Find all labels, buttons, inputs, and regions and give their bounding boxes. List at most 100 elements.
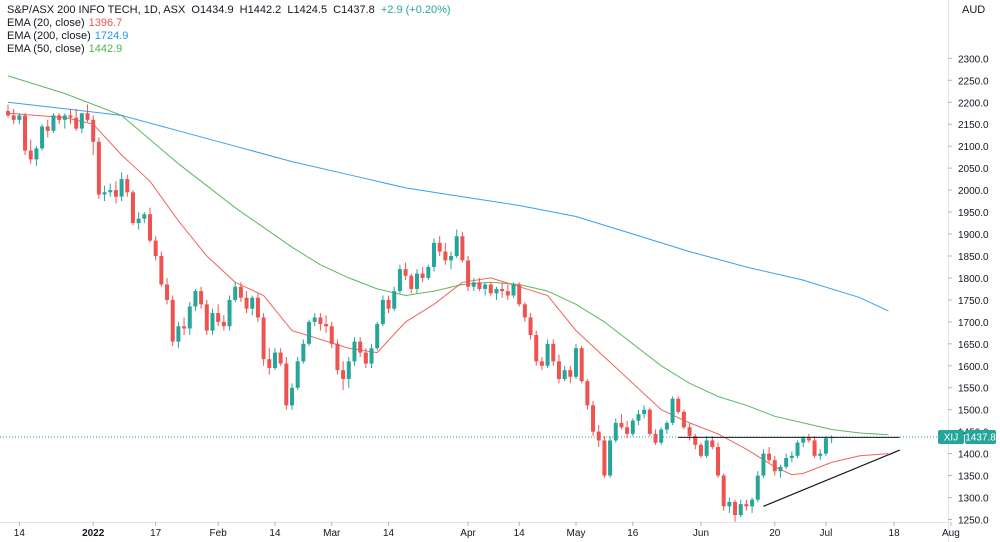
candle xyxy=(165,277,170,305)
ema200-label: EMA (200, close) xyxy=(7,30,91,42)
candle xyxy=(403,262,408,281)
candle-body xyxy=(40,126,45,149)
candle-body xyxy=(659,429,664,443)
candle xyxy=(579,346,584,384)
candle-body xyxy=(818,453,823,456)
candle-body xyxy=(187,306,192,329)
candle xyxy=(153,236,158,261)
candle-body xyxy=(68,115,73,118)
candle-body xyxy=(585,381,590,406)
candle xyxy=(750,497,755,513)
candle xyxy=(522,302,527,322)
candle-body xyxy=(494,288,499,294)
candle xyxy=(710,436,715,450)
candle xyxy=(517,282,522,307)
y-tick-label: 2150.0 xyxy=(958,120,989,131)
candle-body xyxy=(176,326,181,342)
candle-body xyxy=(681,411,686,428)
candle xyxy=(358,337,363,357)
candle xyxy=(267,348,272,375)
candle-body xyxy=(216,313,221,322)
candle xyxy=(278,348,283,366)
legend-ema20[interactable]: EMA (20, close) 1396.7 xyxy=(7,17,454,30)
candle-body xyxy=(182,326,187,329)
high-label: H xyxy=(239,4,248,16)
candle xyxy=(85,104,90,123)
y-tick-label: 1800.0 xyxy=(958,274,989,285)
candle xyxy=(574,343,578,379)
candle-body xyxy=(613,422,618,441)
candle-body xyxy=(693,436,698,445)
candle-body xyxy=(130,192,135,224)
y-tick-label: 1600.0 xyxy=(958,362,989,373)
candle-body xyxy=(636,414,641,421)
candle xyxy=(397,264,402,294)
candle-body xyxy=(6,111,10,116)
candle-body xyxy=(62,115,67,120)
candle-body xyxy=(159,255,164,285)
candle-body xyxy=(125,179,130,193)
legend-ema50[interactable]: EMA (50, close) 1442.9 xyxy=(7,43,454,56)
candle-body xyxy=(534,335,539,362)
candle xyxy=(727,497,732,513)
candle xyxy=(613,418,618,443)
candle-body xyxy=(221,321,226,327)
candle-body xyxy=(687,427,692,437)
candle-body xyxy=(238,286,243,298)
candle xyxy=(74,108,79,131)
candle xyxy=(233,282,238,303)
candle xyxy=(216,304,221,327)
candle xyxy=(307,319,312,347)
candle-body xyxy=(170,299,175,342)
candle-body xyxy=(193,291,198,307)
candle xyxy=(6,104,10,118)
candle xyxy=(301,339,306,364)
candle xyxy=(795,440,800,459)
candle xyxy=(449,251,454,270)
candle-body xyxy=(806,438,811,441)
candle xyxy=(341,361,346,390)
candle xyxy=(647,407,652,437)
candle xyxy=(505,284,510,300)
candle xyxy=(79,113,84,134)
candle-body xyxy=(295,361,300,388)
candle-body xyxy=(250,297,255,309)
ema200-line xyxy=(7,101,889,312)
y-tick-label: 1950.0 xyxy=(958,208,989,219)
x-tick-label: 17 xyxy=(150,528,162,539)
candle xyxy=(806,433,811,443)
candles xyxy=(6,104,834,522)
candle-body xyxy=(664,422,669,430)
candle-body xyxy=(148,214,152,241)
candle-body xyxy=(477,282,482,289)
close-value: 1437.8 xyxy=(341,4,375,16)
candle-body xyxy=(414,273,419,289)
candle-body xyxy=(324,324,329,327)
y-tick-label: 1850.0 xyxy=(958,252,989,263)
low-value: 1424.5 xyxy=(293,4,328,16)
candle-body xyxy=(801,438,806,443)
legend-title-row: S&P/ASX 200 INFO TECH, 1D, ASX O1434.9 H… xyxy=(7,4,454,17)
candle-body xyxy=(488,284,493,294)
candle xyxy=(432,238,436,272)
y-tick-label: 1900.0 xyxy=(958,230,989,241)
open-value: 1434.9 xyxy=(199,4,234,16)
candle-body xyxy=(358,341,363,353)
candle-body xyxy=(91,119,96,142)
candle xyxy=(96,137,101,199)
candle-body xyxy=(335,343,340,371)
candle-body xyxy=(795,442,800,456)
chart-legend: S&P/ASX 200 INFO TECH, 1D, ASX O1434.9 H… xyxy=(7,4,454,56)
candle-body xyxy=(409,275,414,289)
candle xyxy=(693,433,698,450)
legend-ema200[interactable]: EMA (200, close) 1724.9 xyxy=(7,30,454,43)
candle xyxy=(591,400,596,437)
candle-body xyxy=(528,317,533,336)
candle xyxy=(318,313,323,331)
candle xyxy=(290,383,294,410)
candle-body xyxy=(556,361,561,379)
candle-body xyxy=(96,141,101,195)
candle-body xyxy=(670,398,675,423)
candle-body xyxy=(17,115,22,120)
